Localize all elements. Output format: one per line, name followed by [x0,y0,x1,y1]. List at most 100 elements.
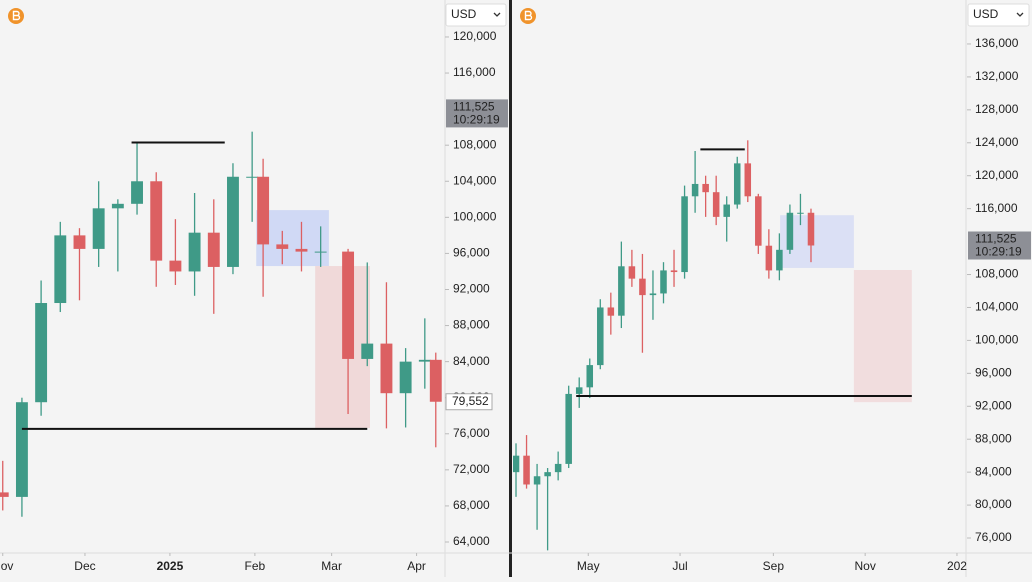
x-tick-label: Dec [74,559,95,573]
price-label-time: 10:29:19 [453,113,500,127]
candle-body [54,235,67,304]
candle-body [765,245,773,271]
y-tick-label: 136,000 [975,36,1019,50]
y-tick-label: 88,000 [453,318,490,332]
y-tick-label: 80,000 [975,497,1012,511]
bitcoin-icon [520,8,536,24]
price-label-box [968,231,1031,260]
x-tick-label: Feb [245,559,266,573]
price-label: 79,552 [452,394,489,408]
candle-body [169,260,182,272]
candle-body [639,278,646,296]
y-tick-label: 104,000 [453,173,497,187]
y-tick-label: 88,000 [975,431,1012,445]
x-tick-label: 202 [947,559,967,573]
candle-body [188,232,201,272]
x-tick-label: Jul [672,559,687,573]
currency-selector [445,3,507,27]
candle-body [314,251,327,253]
price-label-time: 10:29:19 [975,245,1022,259]
x-tick-label: Sep [763,559,785,573]
currency-selector [967,3,1030,27]
candle-body [565,393,572,464]
y-tick-label: 76,000 [975,530,1012,544]
candle-body [150,181,163,261]
candle-body [361,343,374,359]
y-tick-label: 132,000 [975,69,1019,83]
candle-body [597,307,604,366]
y-tick-label: 100,000 [453,210,497,224]
candle-body [276,244,289,249]
candle-body [797,212,804,214]
candle-body [533,476,541,485]
candle-body [744,163,752,197]
y-tick-label: 120,000 [453,29,497,43]
price-label-box [446,99,508,128]
y-tick-label: 76,000 [453,426,490,440]
plot-area [0,131,442,517]
y-tick-label: 72,000 [453,462,490,476]
y-tick-label: 100,000 [975,333,1019,347]
candle-body [660,270,667,294]
candle-body [131,181,143,204]
candle-body [670,270,678,273]
candle-body [207,232,220,267]
candle-body [776,249,783,271]
candle-body [628,266,636,279]
y-tick-label: 116,000 [975,201,1018,215]
currency-label: USD [451,7,477,21]
candle-body [399,361,412,394]
candle-body [73,235,86,249]
candle-body [257,176,270,245]
candle-body [227,176,239,267]
candle-body [755,196,762,246]
y-tick-label: 96,000 [453,246,490,260]
candle-body [618,266,625,316]
dropdown-chevron [1016,12,1024,17]
candle-body [607,307,615,316]
candle-body [702,183,709,193]
candle-body [681,196,688,273]
y-tick-label: 96,000 [975,366,1012,380]
panel-divider [509,0,512,577]
candle-body [575,387,583,394]
price-label-box [445,393,493,411]
y-tick-label: 128,000 [975,102,1019,116]
candle-body [111,203,124,209]
candle-body [691,183,699,197]
candle-body [92,208,105,249]
candle-body [342,251,355,359]
x-tick-label: May [577,559,600,573]
y-tick-label: 64,000 [453,534,490,548]
price-label: 111,525 [453,100,495,114]
y-tick-label: 124,000 [975,135,1019,149]
candle-body [544,472,551,477]
candle-body [380,343,393,394]
candle-body [586,365,594,388]
candle-body [246,176,259,178]
candle-body [712,192,720,217]
x-tick-label: Apr [407,559,426,573]
x-tick-label: Mar [321,559,342,573]
candle-body [786,212,794,250]
y-tick-label: 120,000 [975,168,1019,182]
y-tick-label: 92,000 [975,398,1012,412]
candle-body [554,463,562,473]
candle-body [0,492,9,497]
candle-body [418,359,431,362]
x-tick-label: Nov [854,559,875,573]
price-label: 111,525 [975,232,1017,246]
y-tick-label: 108,000 [453,137,497,151]
y-tick-label: 92,000 [453,282,490,296]
candle-body [15,402,28,497]
y-tick-label: 68,000 [453,498,490,512]
candle-body [295,248,308,252]
zone-box [853,269,912,403]
candle-body [807,212,815,246]
candle-body [429,359,442,402]
y-tick-label: 84,000 [453,354,490,368]
candle-body [733,163,741,205]
y-tick-label: 104,000 [975,300,1019,314]
